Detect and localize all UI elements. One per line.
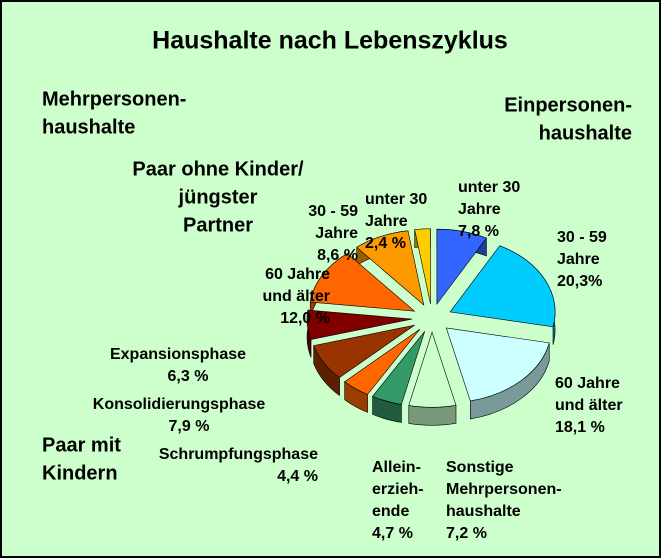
- slice-label: 60 Jahre: [555, 375, 620, 392]
- slice-label: Allein-: [372, 459, 421, 476]
- slice: [313, 324, 415, 378]
- annotation: Paar mit: [42, 434, 121, 456]
- slice-label: haushalte: [446, 503, 521, 520]
- slice: [372, 331, 426, 405]
- chart-title: Haushalte nach Lebenszyklus: [152, 27, 508, 55]
- slice-label: unter 30: [365, 191, 427, 208]
- slice-label: Jahre: [557, 251, 600, 268]
- annotation: Einpersonen-: [504, 94, 632, 116]
- slice-label: und älter: [555, 397, 623, 414]
- slice-label: 30 - 59: [308, 203, 358, 220]
- slice-label: Konsolidierungsphase: [93, 396, 266, 413]
- slice: [436, 228, 487, 306]
- value-label: 7,8 %: [458, 223, 499, 240]
- slice-label: und älter: [262, 288, 330, 305]
- slice-label: Schrumpfungsphase: [159, 446, 318, 463]
- slice-label: ende: [372, 503, 409, 520]
- value-label: 8,6 %: [317, 247, 358, 264]
- annotation: jüngster: [178, 186, 258, 208]
- value-label: 12,0 %: [280, 310, 330, 327]
- slice-label: Mehrpersonen-: [446, 481, 562, 498]
- value-label: 2,4 %: [365, 235, 406, 252]
- value-label: 4,7 %: [372, 525, 413, 542]
- slice-label: Sonstige: [446, 459, 514, 476]
- annotation: Partner: [183, 214, 253, 236]
- slice: [414, 228, 431, 304]
- slice-label: 60 Jahre: [265, 266, 330, 283]
- slice: [356, 230, 425, 306]
- annotation: haushalte: [42, 116, 135, 138]
- slice: [408, 331, 457, 408]
- slice-label: Jahre: [458, 201, 501, 218]
- slice: [449, 245, 556, 328]
- annotation: Mehrpersonen-: [42, 88, 186, 110]
- slice: [344, 329, 420, 395]
- value-label: 4,4 %: [277, 468, 318, 485]
- value-label: 7,9 %: [169, 418, 210, 435]
- slices: [306, 228, 556, 408]
- slice-label: Jahre: [365, 213, 408, 230]
- value-label: 18,1 %: [555, 419, 605, 436]
- slice-label: erzieh-: [372, 481, 424, 498]
- slice-label: unter 30: [458, 179, 520, 196]
- slice-side: [408, 404, 457, 426]
- slice: [309, 253, 416, 312]
- annotation: Paar ohne Kinder/: [132, 158, 304, 180]
- slice-label: Jahre: [315, 225, 358, 242]
- value-label: 7,2 %: [446, 525, 487, 542]
- slice-label: Expansionsphase: [110, 346, 246, 363]
- slice-label: 30 - 59: [557, 229, 607, 246]
- annotation: Kindern: [42, 462, 118, 484]
- slice: [306, 309, 413, 340]
- value-label: 6,3 %: [168, 368, 209, 385]
- annotation: haushalte: [539, 122, 632, 144]
- value-label: 20,3%: [557, 273, 602, 290]
- slice: [445, 327, 550, 402]
